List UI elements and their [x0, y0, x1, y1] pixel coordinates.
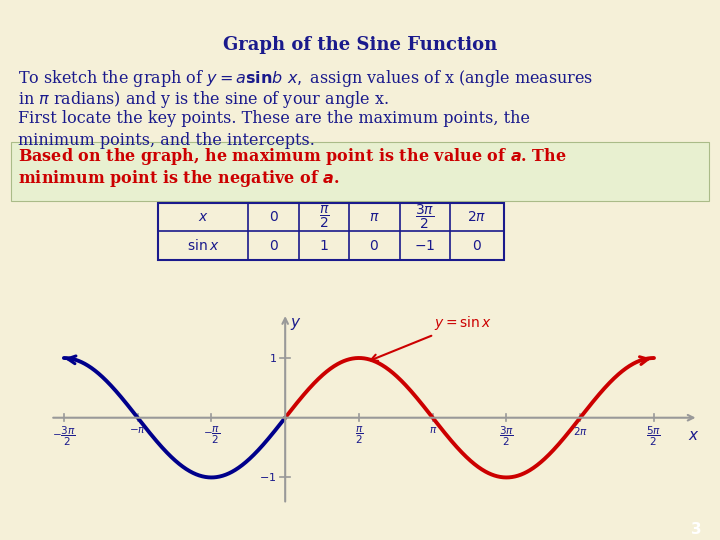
Text: $\sin x$: $\sin x$	[187, 238, 220, 253]
Text: $\dfrac{\pi}{2}$: $\dfrac{\pi}{2}$	[318, 204, 330, 230]
Text: $0$: $0$	[269, 239, 279, 253]
Text: $\dfrac{\pi}{2}$: $\dfrac{\pi}{2}$	[355, 425, 364, 446]
Text: $0$: $0$	[369, 239, 379, 253]
Text: $-1$: $-1$	[414, 239, 436, 253]
Text: $2\pi$: $2\pi$	[572, 425, 588, 437]
FancyBboxPatch shape	[11, 142, 709, 201]
Text: minimum points, and the intercepts.: minimum points, and the intercepts.	[18, 132, 315, 149]
Text: $-\pi$: $-\pi$	[129, 425, 146, 435]
Text: $\pi$: $\pi$	[428, 425, 437, 435]
Text: First locate the key points. These are the maximum points, the: First locate the key points. These are t…	[18, 110, 530, 127]
Text: $y$: $y$	[289, 316, 301, 332]
Text: Graph of the Sine Function: Graph of the Sine Function	[223, 37, 497, 55]
Text: $x$: $x$	[198, 210, 209, 224]
Bar	[158, 202, 504, 260]
Text: $0$: $0$	[472, 239, 482, 253]
Text: 3: 3	[691, 522, 702, 537]
Text: $1$: $1$	[269, 352, 276, 364]
Text: $-1$: $-1$	[259, 471, 276, 483]
Text: $\dfrac{3\pi}{2}$: $\dfrac{3\pi}{2}$	[499, 425, 514, 448]
Text: Based on the graph, he maximum point is the value of $\boldsymbol{a}$. The: Based on the graph, he maximum point is …	[18, 146, 567, 167]
Text: $\dfrac{3\pi}{2}$: $\dfrac{3\pi}{2}$	[415, 202, 434, 231]
Text: in $\pi$ radians) and y is the sine of your angle x.: in $\pi$ radians) and y is the sine of y…	[18, 90, 389, 110]
Text: $\dfrac{5\pi}{2}$: $\dfrac{5\pi}{2}$	[647, 425, 662, 448]
Text: $0$: $0$	[269, 210, 279, 224]
Text: To sketch the graph of $y = a\mathbf{sin}b\ x,$ assign values of x (angle measur: To sketch the graph of $y = a\mathbf{sin…	[18, 68, 593, 89]
Text: $y = \sin x$: $y = \sin x$	[371, 314, 492, 361]
Text: $x$: $x$	[688, 428, 699, 443]
Text: $\pi$: $\pi$	[369, 210, 379, 224]
Text: $1$: $1$	[319, 239, 329, 253]
Text: $-\dfrac{3\pi}{2}$: $-\dfrac{3\pi}{2}$	[52, 425, 76, 448]
Text: $2\pi$: $2\pi$	[467, 210, 487, 224]
Text: $-\dfrac{\pi}{2}$: $-\dfrac{\pi}{2}$	[203, 425, 220, 446]
Text: minimum point is the negative of $\boldsymbol{a}$.: minimum point is the negative of $\bolds…	[18, 168, 340, 188]
